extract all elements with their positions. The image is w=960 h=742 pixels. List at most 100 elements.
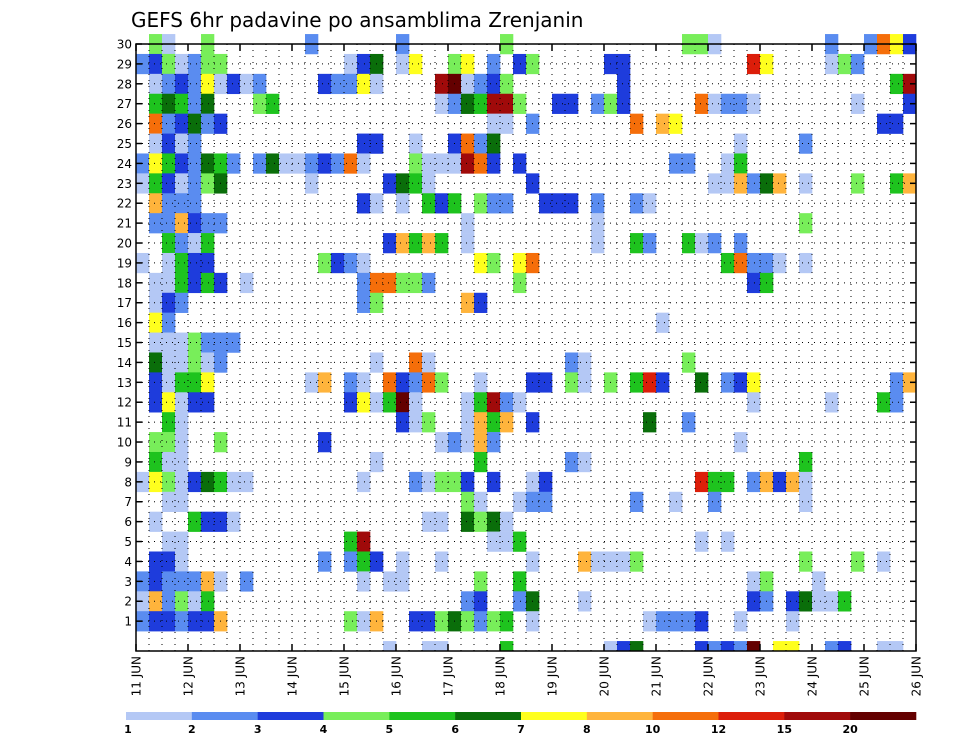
heatmap-cell: [422, 372, 436, 393]
heatmap-cell: [175, 352, 189, 373]
colorbar-label: 10: [645, 723, 661, 736]
heatmap-cell: [149, 372, 163, 393]
heatmap-cell: [786, 471, 800, 493]
heatmap-cell: [799, 451, 813, 473]
heatmap-cell: [461, 213, 475, 234]
heatmap-cell: [188, 471, 202, 493]
heatmap-cell: [162, 491, 176, 512]
y-tick-label: 1: [124, 615, 132, 629]
heatmap-cell: [357, 551, 371, 572]
heatmap-cell: [305, 372, 319, 393]
heatmap-cell: [474, 591, 488, 612]
heatmap-cell: [162, 272, 176, 294]
heatmap-cell: [409, 53, 423, 75]
heatmap-cell: [357, 292, 371, 313]
heatmap-cell: [188, 272, 202, 294]
heatmap-cell: [513, 153, 527, 174]
heatmap-cell: [643, 372, 657, 393]
heatmap-cell: [240, 73, 254, 95]
colorbar-label: 3: [254, 723, 262, 736]
heatmap-cell: [149, 511, 163, 532]
heatmap-cell: [617, 551, 631, 572]
heatmap-cell: [721, 252, 735, 274]
heatmap-cell: [747, 641, 761, 652]
heatmap-cell: [903, 372, 917, 393]
heatmap-cell: [695, 611, 709, 632]
heatmap-cell: [227, 471, 241, 493]
x-tick-label: 23 JUN: [754, 656, 768, 696]
heatmap-cell: [201, 511, 215, 532]
heatmap-cell: [318, 551, 332, 572]
heatmap-cell: [500, 412, 514, 433]
heatmap-cell: [240, 471, 254, 493]
heatmap-cell: [175, 272, 189, 294]
heatmap-cell: [669, 611, 683, 632]
heatmap-cell: [188, 213, 202, 234]
heatmap-cell: [591, 551, 605, 572]
heatmap-cell: [162, 372, 176, 393]
heatmap-cell: [565, 352, 579, 373]
heatmap-cell: [721, 531, 735, 552]
heatmap-cell: [474, 392, 488, 413]
heatmap-cell: [188, 252, 202, 274]
heatmap-cell: [175, 531, 189, 552]
heatmap-cell: [357, 571, 371, 592]
heatmap-cell: [409, 611, 423, 632]
heatmap-cell: [617, 641, 631, 652]
heatmap-cell: [851, 551, 865, 572]
heatmap-cell: [383, 372, 397, 393]
heatmap-cell: [201, 352, 215, 373]
heatmap-cell: [851, 53, 865, 75]
heatmap-cell: [487, 93, 501, 114]
heatmap-cell: [162, 571, 176, 592]
y-tick-label: 4: [124, 555, 132, 569]
heatmap-cell: [149, 153, 163, 174]
y-tick-label: 5: [124, 535, 132, 549]
plot-frame: [135, 43, 917, 652]
heatmap-cell: [500, 193, 514, 214]
heatmap-cell: [656, 113, 670, 134]
heatmap-cell: [487, 73, 501, 95]
heatmap-cell: [188, 133, 202, 154]
heatmap-cell: [175, 372, 189, 393]
heatmap-cell: [201, 392, 215, 413]
x-tick-label: 20 JUN: [598, 656, 612, 696]
colorbar-swatch: [521, 712, 588, 720]
heatmap-cell: [487, 471, 501, 493]
heatmap-cell: [474, 93, 488, 114]
colorbar-swatch: [455, 712, 522, 720]
heatmap-cell: [461, 471, 475, 493]
colorbar-label: 1: [124, 723, 132, 736]
heatmap-cell: [435, 432, 449, 453]
heatmap-cell: [578, 591, 592, 612]
heatmap-cell: [344, 73, 358, 95]
heatmap-cell: [552, 93, 566, 114]
y-tick-label: 8: [124, 475, 132, 489]
heatmap-cell: [708, 471, 722, 493]
heatmap-cell: [344, 53, 358, 75]
heatmap-cell: [474, 571, 488, 592]
heatmap-cell: [201, 73, 215, 95]
heatmap-cell: [396, 412, 410, 433]
heatmap-cell: [721, 372, 735, 393]
heatmap-cell: [396, 53, 410, 75]
heatmap-cell: [396, 551, 410, 572]
heatmap-cell: [474, 491, 488, 512]
heatmap-cell: [357, 372, 371, 393]
heatmap-cell: [500, 73, 514, 95]
heatmap-cell: [630, 113, 644, 134]
heatmap-cell: [474, 511, 488, 532]
heatmap-cell: [747, 591, 761, 612]
heatmap-cell: [149, 551, 163, 572]
y-tick-label: 19: [117, 256, 132, 270]
heatmap-cell: [500, 511, 514, 532]
colorbar-swatch: [784, 712, 851, 720]
heatmap-cell: [422, 471, 436, 493]
heatmap-cell: [669, 113, 683, 134]
heatmap-cell: [149, 392, 163, 413]
heatmap-cell: [188, 372, 202, 393]
y-tick-label: 12: [117, 396, 132, 410]
heatmap-cell: [773, 471, 787, 493]
heatmap-cell: [617, 93, 631, 114]
heatmap-cell: [162, 292, 176, 313]
